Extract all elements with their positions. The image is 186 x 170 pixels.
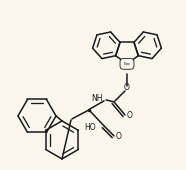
Text: O: O: [124, 83, 130, 92]
Text: O: O: [127, 111, 133, 120]
Text: HO: HO: [84, 123, 96, 132]
Text: O: O: [116, 132, 122, 141]
Text: NH: NH: [91, 94, 103, 103]
Text: Fbc: Fbc: [123, 62, 131, 66]
